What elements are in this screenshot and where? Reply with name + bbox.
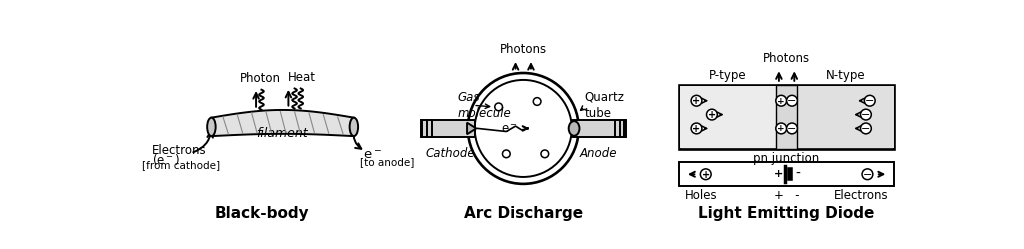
Text: Photons: Photons [763,52,810,65]
Text: e$^-$: e$^-$ [364,149,382,162]
Circle shape [541,150,549,158]
Polygon shape [211,110,354,136]
Text: [to anode]: [to anode] [360,157,415,167]
Text: +: + [777,124,785,133]
Circle shape [860,109,871,120]
Text: −: − [865,96,874,106]
Text: Electrons: Electrons [834,188,888,201]
Text: +: + [692,124,700,134]
Text: +: + [777,97,785,106]
Circle shape [776,95,786,106]
Text: −: − [863,170,872,180]
Text: −: − [861,124,870,134]
Circle shape [534,98,541,105]
Circle shape [862,169,872,180]
Text: Heat: Heat [288,71,315,84]
Bar [679,162,894,186]
Text: −: − [787,96,797,106]
Ellipse shape [207,118,216,136]
Circle shape [707,109,717,120]
Text: filament: filament [256,127,308,140]
Circle shape [475,80,571,177]
Circle shape [691,123,701,134]
Text: +: + [692,96,700,106]
Text: pn junction: pn junction [754,152,820,165]
Text: +: + [708,110,716,120]
Text: Black-body: Black-body [214,206,309,221]
Text: (e$^-$): (e$^-$) [153,152,180,167]
Text: Holes: Holes [685,188,718,201]
Circle shape [495,103,503,111]
Text: Anode: Anode [580,146,616,160]
Text: Quartz
tube: Quartz tube [585,91,625,120]
Text: N-type: N-type [826,69,865,82]
Text: Light Emitting Diode: Light Emitting Diode [698,206,874,221]
Circle shape [776,123,786,134]
Text: +   -: + - [774,188,800,201]
Text: e$^-$: e$^-$ [501,123,518,136]
Ellipse shape [349,118,358,136]
Circle shape [700,169,711,180]
Text: [from cathode]: [from cathode] [142,160,220,170]
Text: +: + [774,169,783,179]
Bar [679,85,894,149]
Text: −: − [861,110,870,120]
Bar [680,86,776,148]
Text: Gas
molecule: Gas molecule [458,91,512,120]
Circle shape [864,95,876,106]
Bar [798,86,894,148]
Text: Cathode: Cathode [425,146,475,160]
Bar [571,120,626,137]
Bar [421,120,475,137]
Text: +: + [701,170,710,180]
Circle shape [503,150,510,158]
Polygon shape [467,123,476,134]
Text: Electrons: Electrons [153,144,207,157]
Text: Photons: Photons [500,43,547,56]
Ellipse shape [568,121,580,136]
Text: P-type: P-type [709,69,746,82]
Text: Photon: Photon [240,72,281,85]
Text: -: - [795,167,800,181]
Circle shape [860,123,871,134]
Circle shape [691,95,701,106]
Text: −: − [787,124,797,134]
Text: Arc Discharge: Arc Discharge [464,206,583,221]
Circle shape [786,95,798,106]
Bar [776,85,798,149]
Circle shape [468,73,579,184]
Circle shape [786,123,798,134]
